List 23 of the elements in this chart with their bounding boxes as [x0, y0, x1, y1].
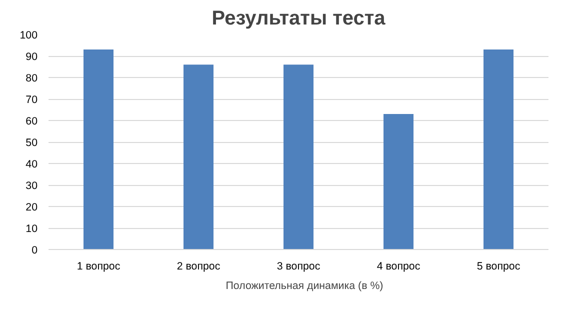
bar: [84, 50, 114, 250]
x-tick-label: 2 вопрос: [176, 260, 221, 272]
bar: [284, 64, 314, 250]
chart-title: Результаты теста: [212, 8, 386, 30]
y-tick-label: 0: [32, 244, 38, 256]
x-tick-label: 3 вопрос: [276, 260, 321, 272]
text: Положительная динамика (в %): [226, 280, 384, 292]
y-tick-label: 50: [26, 137, 38, 149]
x-tick-label: 1 вопрос: [76, 260, 121, 272]
x-tick-label: 4 вопрос: [376, 260, 421, 272]
y-tick-label: 90: [26, 51, 38, 63]
bar: [184, 64, 214, 250]
y-tick-label: 80: [26, 72, 38, 84]
y-tick-label: 70: [26, 94, 38, 106]
y-tick-label: 60: [26, 116, 38, 128]
y-tick-label: 10: [26, 223, 38, 235]
y-tick-label: 40: [26, 158, 38, 170]
y-tick-label: 20: [26, 202, 38, 214]
y-tick-label: 30: [26, 180, 38, 192]
bar: [484, 50, 514, 250]
x-tick-label: 5 вопрос: [476, 260, 521, 272]
y-tick-label: 100: [20, 30, 38, 42]
bar: [384, 114, 414, 250]
